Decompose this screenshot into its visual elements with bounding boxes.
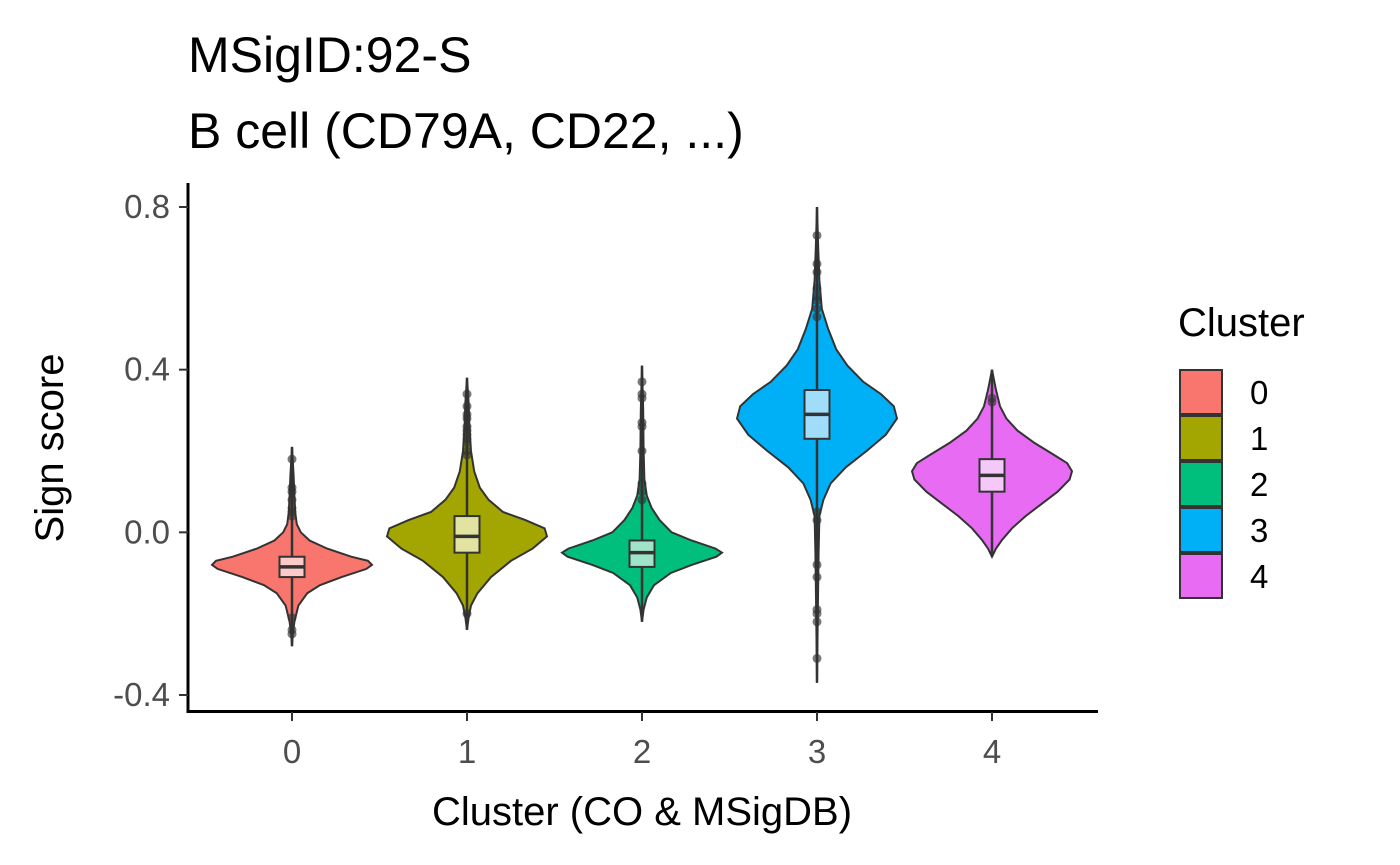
outlier-point-0-9: [287, 454, 297, 464]
legend: 0 1 2 3 4: [1179, 369, 1268, 599]
violin-group-1: [385, 377, 549, 631]
chart-title: MSigID:92-S: [188, 27, 471, 83]
outlier-point-0-5: [287, 503, 297, 513]
legend-swatch-3: [1179, 507, 1223, 553]
x-tick-label-1: 1: [458, 733, 476, 770]
y-axis-ticks: -0.4 0.0 0.4 0.8: [113, 188, 188, 713]
x-axis-title: Cluster (CO & MSigDB): [432, 790, 852, 834]
x-tick-label-0: 0: [283, 733, 301, 770]
violin-group-4: [910, 369, 1074, 559]
outlier-point-2-1: [637, 487, 647, 497]
outlier-point-3-13: [812, 267, 822, 277]
outlier-point-2-0: [637, 495, 647, 505]
legend-label-1: 1: [1250, 420, 1268, 457]
outlier-point-2-7: [637, 389, 647, 399]
y-axis-title: Sign score: [28, 354, 72, 543]
legend-label-4: 4: [1250, 558, 1268, 595]
outlier-point-1-11: [462, 389, 472, 399]
outlier-point-3-11: [812, 291, 822, 301]
outlier-point-2-3: [637, 446, 647, 456]
y-tick-label-2: 0.4: [124, 351, 170, 388]
plot-area: [210, 206, 1074, 683]
legend-swatch-0: [1179, 369, 1223, 415]
outlier-point-3-5: [812, 560, 822, 570]
outlier-point-1-10: [462, 401, 472, 411]
violin-group-0: [210, 446, 374, 647]
x-tick-label-3: 3: [808, 733, 826, 770]
x-axis-ticks: 0 1 2 3 4: [283, 712, 1001, 770]
legend-swatch-1: [1179, 415, 1223, 461]
outlier-point-3-12: [812, 283, 822, 293]
y-tick-label-0: -0.4: [113, 676, 170, 713]
outlier-point-4-1: [987, 393, 997, 403]
outlier-point-0-2: [287, 613, 297, 623]
outlier-point-3-6: [812, 515, 822, 525]
outlier-point-1-9: [462, 409, 472, 419]
x-tick-label-4: 4: [983, 733, 1001, 770]
outlier-point-1-7: [462, 422, 472, 432]
outlier-point-3-4: [812, 572, 822, 582]
y-tick-label-1: 0.0: [124, 513, 170, 550]
outlier-point-0-6: [287, 495, 297, 505]
outlier-point-1-2: [462, 446, 472, 456]
outlier-point-3-3: [812, 605, 822, 615]
violin-group-2: [560, 365, 724, 622]
chart-subtitle: B cell (CD79A, CD22, ...): [188, 103, 744, 159]
legend-label-0: 0: [1250, 374, 1268, 411]
outlier-point-1-0: [462, 609, 472, 619]
legend-label-3: 3: [1250, 512, 1268, 549]
outlier-point-3-9: [812, 304, 822, 314]
outlier-point-3-0: [812, 653, 822, 663]
x-tick-label-2: 2: [633, 733, 651, 770]
violin-group-3: [735, 206, 899, 683]
outlier-point-2-2: [637, 479, 647, 489]
outlier-point-0-8: [287, 483, 297, 493]
y-tick-label-3: 0.8: [124, 188, 170, 225]
legend-label-2: 2: [1250, 466, 1268, 503]
outlier-point-3-14: [812, 259, 822, 269]
outlier-point-3-8: [812, 312, 822, 322]
outlier-point-2-8: [637, 377, 647, 387]
outlier-point-3-1: [812, 617, 822, 627]
legend-title: Cluster: [1178, 301, 1305, 345]
legend-swatch-4: [1179, 553, 1223, 599]
outlier-point-3-15: [812, 230, 822, 240]
box-1: [453, 515, 481, 554]
legend-swatch-2: [1179, 461, 1223, 507]
outlier-point-2-5: [637, 418, 647, 428]
outlier-point-0-1: [287, 625, 297, 635]
outlier-point-3-7: [812, 507, 822, 517]
